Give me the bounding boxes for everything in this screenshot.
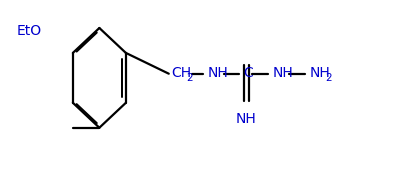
Text: EtO: EtO [17, 24, 42, 38]
Text: CH: CH [171, 66, 191, 80]
Text: 2: 2 [325, 73, 332, 83]
Text: NH: NH [273, 66, 293, 80]
Text: C: C [243, 66, 253, 80]
Text: NH: NH [208, 66, 228, 80]
Text: NH: NH [309, 66, 330, 80]
Text: 2: 2 [186, 73, 193, 83]
Text: NH: NH [235, 112, 256, 126]
